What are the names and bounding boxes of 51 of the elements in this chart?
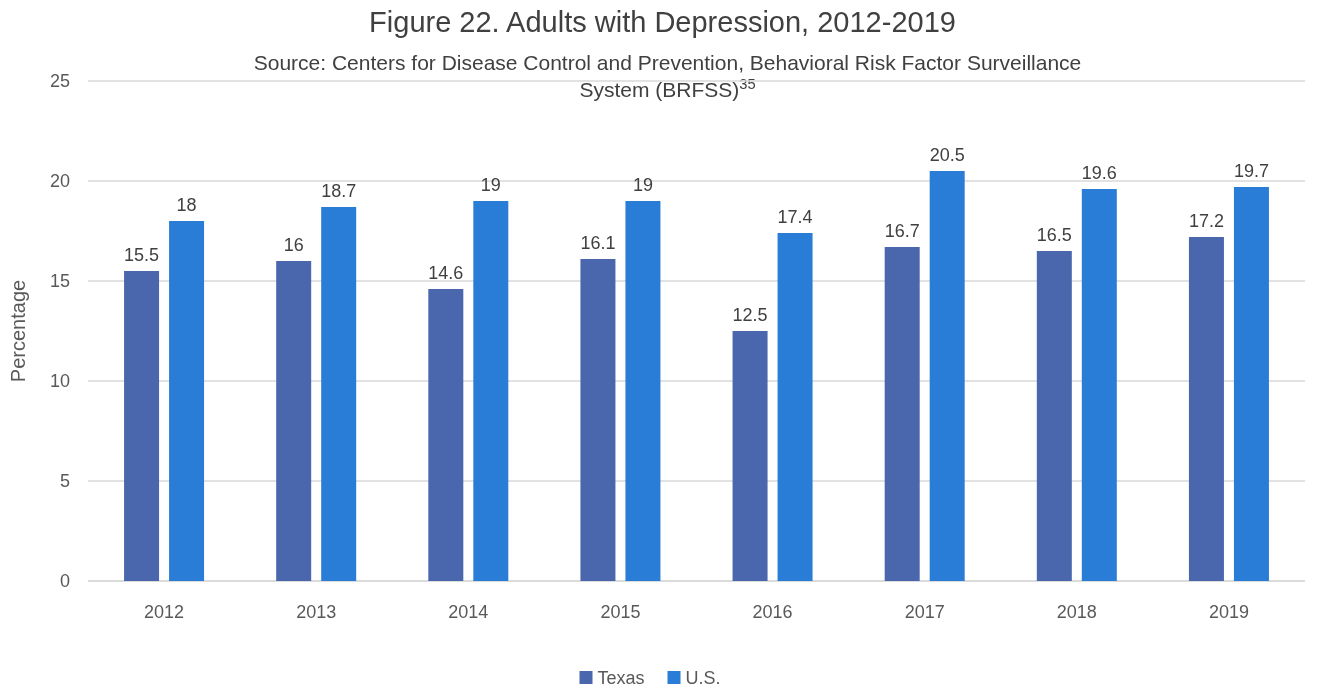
y-tick-label: 15 xyxy=(49,271,70,291)
bar xyxy=(428,289,464,581)
y-axis-title: Percentage xyxy=(7,279,29,383)
chart-subtitle: Source: Centers for Disease Control and Prevention, Behavioral Risk Factor Surveillance System (BRFSS)$^{35}$ xyxy=(253,51,1082,101)
x-tick-label: 2016 xyxy=(752,602,793,622)
bar xyxy=(169,221,205,581)
bar xyxy=(321,207,357,581)
bar xyxy=(276,261,312,581)
bar xyxy=(929,171,965,581)
bar xyxy=(124,271,160,581)
chart-title: Figure 22. Adults with Depression, 2012-2019 xyxy=(369,6,956,38)
x-tick-label: 2018 xyxy=(1056,602,1097,622)
data-label: 19 xyxy=(632,175,653,195)
x-tick-label: 2014 xyxy=(448,602,489,622)
x-tick-label: 2017 xyxy=(904,602,945,622)
data-label: 20.5 xyxy=(929,145,965,165)
data-label: 15.5 xyxy=(124,245,160,265)
data-label: 17.4 xyxy=(777,207,813,227)
x-tick-label: 2019 xyxy=(1208,602,1249,622)
bar xyxy=(473,201,509,581)
data-label: 18 xyxy=(176,195,197,215)
data-label: 16.5 xyxy=(1036,225,1072,245)
legend-label: Texas xyxy=(597,668,645,688)
y-tick-label: 5 xyxy=(59,471,70,491)
data-label: 19.6 xyxy=(1081,163,1117,183)
x-tick-label: 2013 xyxy=(296,602,337,622)
bar xyxy=(777,233,813,581)
data-label: 19.7 xyxy=(1233,161,1269,181)
data-label: 16 xyxy=(283,235,304,255)
x-tick-label: 2015 xyxy=(600,602,641,622)
x-tick-label: 2012 xyxy=(144,602,185,622)
bar xyxy=(1036,251,1072,581)
data-label: 17.2 xyxy=(1188,211,1224,231)
y-tick-label: 10 xyxy=(49,371,70,391)
bar xyxy=(580,259,616,581)
data-label: 18.7 xyxy=(321,181,357,201)
data-label: 16.1 xyxy=(580,233,616,253)
bar xyxy=(732,331,768,581)
bar xyxy=(1188,237,1224,581)
data-label: 16.7 xyxy=(884,221,920,241)
data-label: 14.6 xyxy=(428,263,464,283)
y-tick-label: 0 xyxy=(59,571,70,591)
bar xyxy=(1081,189,1117,581)
bar xyxy=(1233,187,1269,581)
bar xyxy=(884,247,920,581)
y-tick-label: 25 xyxy=(49,71,70,91)
legend-label: U.S. xyxy=(685,668,721,688)
y-tick-label: 20 xyxy=(49,171,70,191)
bar xyxy=(625,201,661,581)
data-label: 12.5 xyxy=(732,305,768,325)
data-label: 19 xyxy=(480,175,501,195)
